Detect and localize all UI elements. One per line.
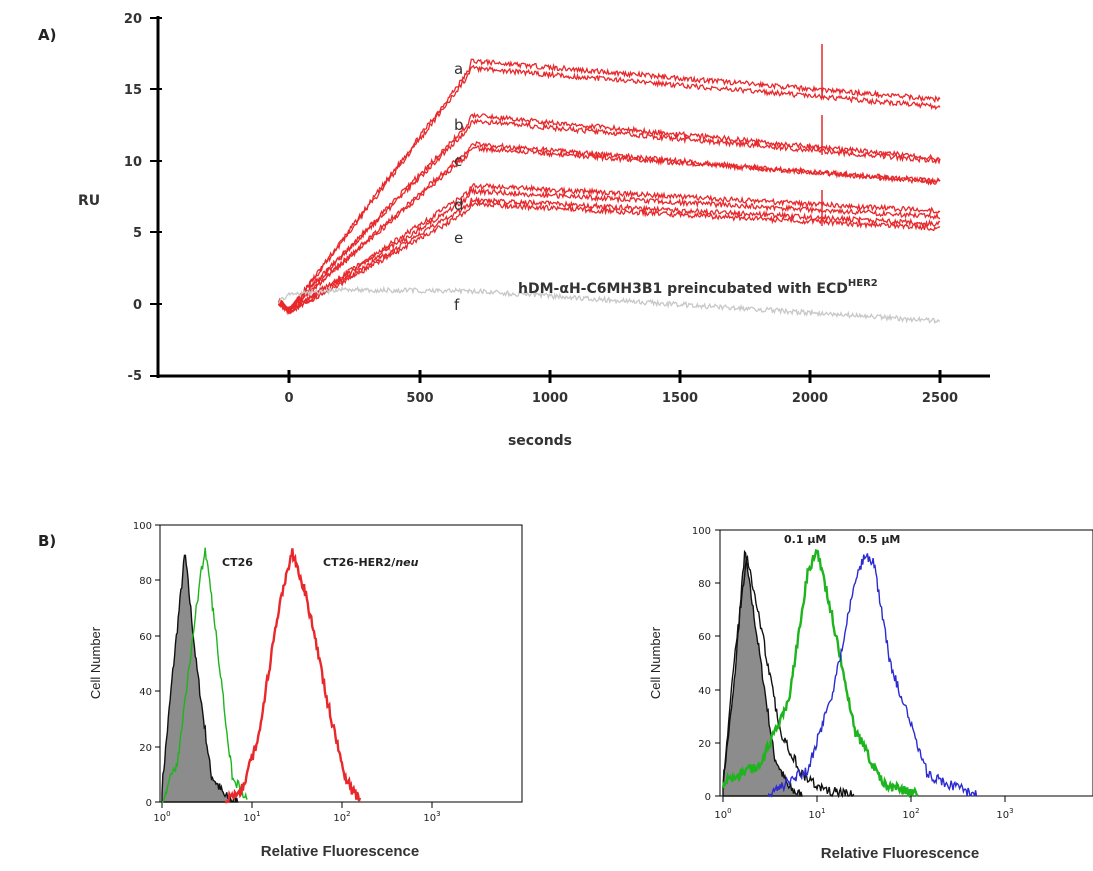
curve-label-b: b [454,116,464,134]
panel-b-right-ytick-label: 40 [698,686,711,697]
sensorgram-curves [277,58,941,325]
panel-a-ytick-label: 15 [124,83,142,98]
curve-label-f: f [454,296,460,314]
panel-b-left-xtick-label: 101 [243,810,260,824]
sensorgram-series-d2 [278,186,941,314]
panel-b-right-ytick-label: 100 [692,526,711,537]
panel-b-left-ytick-label: 40 [139,687,152,698]
panel-a-annotation-sup: HER2 [848,278,878,289]
panel-a-ylabel: RU [78,193,100,209]
panel-b: B) 100 80 60 40 20 0 [38,521,1093,862]
panel-a-ytick-label: 10 [124,155,142,170]
label-ct26-her2: CT26-HER2/neu [323,556,419,569]
panel-b-left-ytick-label: 20 [139,743,152,754]
histogram-series-ct26-her2-neu [224,548,362,804]
panel-b-left-ytick-label: 100 [133,521,152,532]
panel-b-left-ytick-label: 60 [139,632,152,643]
panel-a-y-ticks: 20 15 10 5 0 -5 [124,12,162,384]
panel-b-label: B) [38,532,56,550]
sensorgram-series-d [278,182,941,314]
curve-label-d: d [454,196,464,214]
sensorgram-series-c2 [278,145,941,311]
histogram-series-ct26 [162,547,248,803]
panel-b-left-xtick-label: 103 [423,810,440,824]
panel-a-label: A) [38,26,56,44]
panel-b-right-frame [719,529,1093,797]
panel-b-right-xtick-label: 103 [996,807,1013,821]
panel-a-ytick-label: 5 [133,226,142,241]
panel-b-left-xtick-label: 102 [333,810,350,824]
panel-b-right-ytick-label: 0 [705,792,711,803]
label-0-5-um: 0.5 μM [858,533,900,546]
curve-label-e: e [454,229,463,247]
histogram-series-control [161,554,239,803]
panel-b-right-ylabel: Cell Number [648,626,663,699]
histogram-series-0-1-m [721,549,919,798]
sensorgram-series-a2 [278,64,941,315]
panel-a-xtick-label: 2000 [792,391,828,406]
panel-b-left-xlabel: Relative Fluorescence [261,843,419,860]
panel-b-right-xtick-label: 100 [714,807,731,821]
panel-b-right-ytick-label: 60 [698,632,711,643]
panel-b-right-xticks: 100 101 102 103 [714,796,1014,821]
panel-a-xtick-label: 0 [284,391,293,406]
panel-a-annotation-main: hDM-αH-C6MH3B1 preincubated with ECD [518,281,848,297]
curve-label-c: c [454,152,462,170]
label-ct26-her2-main: CT26-HER2/ [323,556,396,569]
panel-b-right-xtick-label: 102 [902,807,919,821]
label-0-1-um: 0.1 μM [784,533,826,546]
histogram-series-0-5-m [767,553,978,798]
panel-a-ytick-label: 0 [133,298,142,313]
sensorgram-series-b2 [277,118,941,312]
panel-a-annotation: hDM-αH-C6MH3B1 preincubated with ECDHER2 [518,278,878,297]
curve-label-a: a [454,60,463,78]
panel-b-left-plot: 100 80 60 40 20 0 100 101 102 103 CT26 C… [88,521,523,860]
histogram-series-black [722,554,855,799]
panel-a-x-ticks: 0 500 1000 1500 2000 2500 [284,370,958,406]
sensorgram-series-e2 [278,199,941,316]
panel-b-left-yticks: 100 80 60 40 20 0 [133,521,160,809]
histogram-series-control [722,549,803,797]
panel-b-right-xtick-label: 101 [808,807,825,821]
panel-a: A) 20 15 10 5 0 -5 0 500 [38,12,990,449]
panel-a-xtick-label: 1500 [662,391,698,406]
panel-a-xtick-label: 2500 [922,391,958,406]
panel-b-right-xlabel: Relative Fluorescence [821,845,979,862]
panel-a-ytick-label: 20 [124,12,142,27]
panel-b-right-yticks: 100 80 60 40 20 0 [692,526,720,803]
panel-b-left-ytick-label: 0 [146,798,152,809]
panel-b-left-xticks: 100 101 102 103 [153,802,441,824]
panel-b-left-ylabel: Cell Number [88,626,103,699]
sensorgram-series-f [278,285,941,325]
left-histogram-curves [161,547,362,804]
panel-a-xtick-label: 500 [406,391,433,406]
panel-b-right-ytick-label: 20 [698,739,711,750]
panel-b-right-plot: 100 80 60 40 20 0 100 101 102 103 0.1 μM… [648,526,1093,862]
right-histogram-curves [721,549,978,799]
label-ct26: CT26 [222,556,253,569]
panel-a-ytick-label: -5 [128,369,142,384]
panel-b-right-ytick-label: 80 [698,579,711,590]
panel-a-xlabel: seconds [508,433,572,449]
sensorgram-series-a [278,58,941,315]
panel-b-left-ytick-label: 80 [139,576,152,587]
sensorgram-series-b [278,112,941,312]
label-ct26-her2-italic: neu [395,556,418,569]
panel-b-left-xtick-label: 100 [153,810,170,824]
panel-a-xtick-label: 1000 [532,391,568,406]
